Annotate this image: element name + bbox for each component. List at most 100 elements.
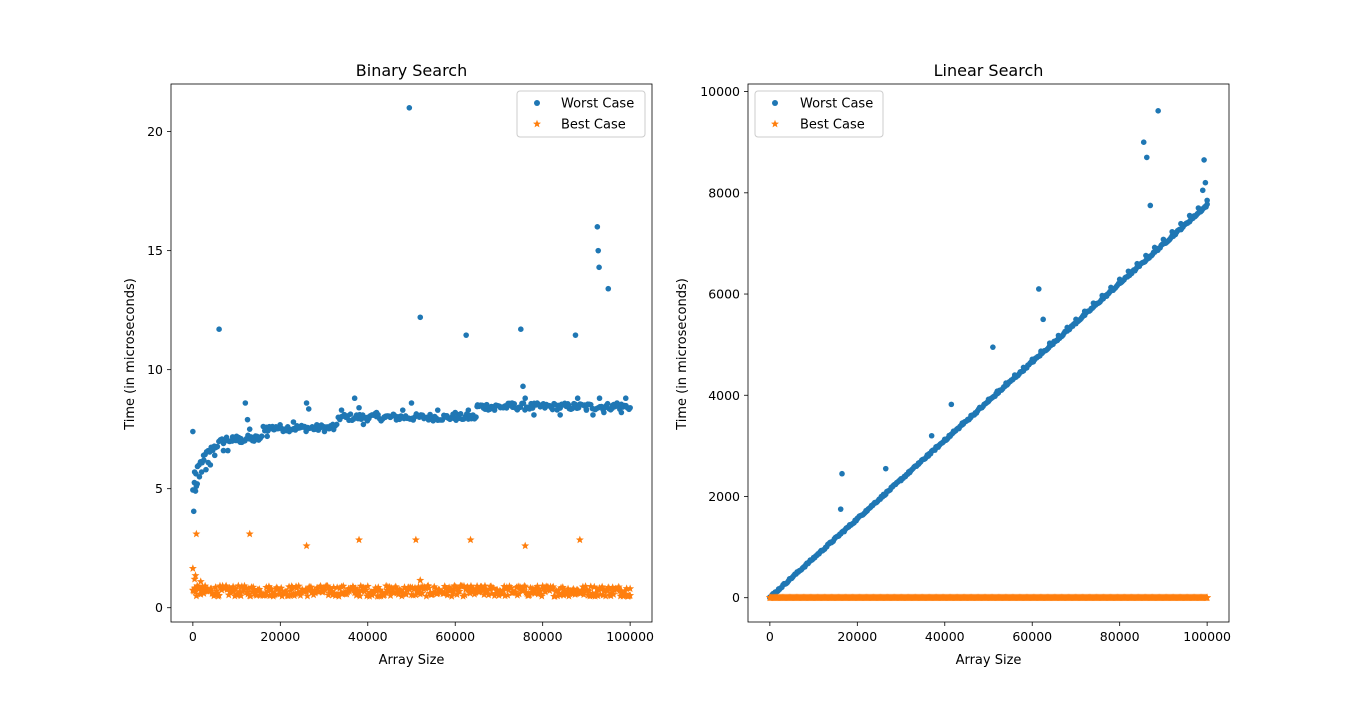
x-tick-label: 100000 — [1183, 629, 1231, 644]
worst-case-point — [845, 524, 852, 530]
worst-case-point — [295, 424, 301, 430]
best-case-point — [210, 590, 219, 599]
best-case-point — [191, 571, 200, 579]
axes-frame — [747, 83, 1230, 623]
best-case-point — [199, 589, 208, 597]
worst-case-point — [500, 404, 507, 411]
worst-case-point — [574, 395, 581, 402]
worst-case-point — [225, 447, 231, 454]
best-case-point — [353, 585, 362, 594]
best-case-point — [557, 589, 566, 597]
best-case-point — [588, 589, 597, 597]
best-case-point — [386, 591, 395, 600]
worst-case-point — [303, 400, 310, 406]
best-case-point — [409, 591, 418, 599]
best-case-point — [245, 529, 254, 538]
best-case-point — [320, 583, 329, 591]
worst-case-point — [1134, 260, 1140, 267]
best-case-point — [376, 585, 385, 594]
best-case-point — [598, 582, 607, 591]
worst-case-point — [238, 435, 244, 442]
best-case-point — [213, 588, 222, 597]
best-case-point — [294, 581, 303, 590]
best-case-point — [577, 589, 586, 597]
worst-case-point — [1125, 268, 1132, 275]
binary-search-legend-box — [516, 90, 646, 138]
best-case-point — [446, 584, 455, 593]
best-case-point — [222, 581, 231, 590]
worst-case-point — [321, 424, 327, 430]
best-case-point — [438, 587, 447, 596]
best-case-point — [244, 584, 253, 593]
best-case-point — [327, 587, 336, 595]
worst-case-point — [214, 443, 221, 450]
best-case-point — [324, 590, 333, 599]
best-case-point — [376, 591, 385, 600]
best-case-point — [487, 582, 496, 590]
best-case-point — [466, 535, 475, 544]
best-case-point — [452, 583, 461, 592]
worst-case-point — [596, 395, 603, 402]
best-case-point — [355, 587, 364, 596]
best-case-point — [351, 584, 360, 592]
worst-case-point — [994, 388, 1001, 395]
best-case-point — [481, 585, 490, 593]
best-case-point — [296, 591, 305, 599]
best-case-point — [464, 585, 473, 593]
series-marks — [188, 105, 635, 600]
best-case-point — [522, 589, 531, 598]
worst-case-point — [839, 470, 845, 477]
best-case-point — [314, 587, 323, 596]
best-case-point — [361, 584, 370, 592]
best-case-point — [475, 587, 484, 596]
worst-case-point — [810, 555, 817, 562]
worst-case-point — [595, 247, 602, 254]
best-case-point — [298, 585, 307, 593]
worst-case-point — [614, 400, 620, 406]
best-case-point — [478, 584, 487, 592]
best-case-point — [276, 589, 285, 598]
legend-worst-case-label: Worst Case — [800, 97, 873, 112]
best-case-point — [218, 581, 227, 590]
worst-case-point — [338, 407, 345, 413]
best-case-point — [579, 590, 588, 599]
x-tick-label: 0 — [766, 629, 774, 644]
worst-case-point — [347, 411, 354, 417]
y-tick-label: 10 — [147, 362, 163, 377]
worst-case-point — [889, 484, 896, 490]
best-case-point — [411, 583, 419, 592]
worst-case-point — [343, 414, 349, 421]
binary-search-title: Binary Search — [356, 61, 467, 80]
best-case-point — [356, 581, 365, 590]
best-case-point — [586, 582, 595, 590]
worst-case-point — [290, 419, 297, 425]
best-case-point — [188, 564, 197, 572]
best-case-point — [614, 582, 623, 591]
worst-case-point — [408, 400, 415, 406]
legend-worst-case-marker — [534, 100, 540, 106]
best-case-point — [487, 589, 496, 598]
best-case-point — [285, 582, 294, 591]
best-case-point — [211, 583, 220, 591]
best-case-point — [453, 585, 462, 593]
worst-case-point — [520, 383, 526, 390]
worst-case-point — [1204, 197, 1210, 204]
worst-case-point — [434, 407, 441, 413]
axes-frame — [170, 83, 653, 623]
worst-case-point — [948, 401, 955, 408]
best-case-point — [243, 588, 252, 596]
worst-case-point — [190, 428, 196, 435]
best-case-point — [368, 591, 377, 599]
worst-case-point — [305, 406, 312, 412]
worst-case-point — [928, 432, 935, 439]
best-case-point — [365, 592, 374, 600]
best-case-point — [273, 585, 282, 593]
best-case-point — [570, 586, 579, 594]
worst-case-point — [933, 444, 939, 450]
worst-case-point — [1073, 316, 1079, 323]
worst-case-point — [1108, 284, 1114, 291]
best-case-point — [240, 581, 249, 590]
best-case-point — [323, 581, 332, 590]
